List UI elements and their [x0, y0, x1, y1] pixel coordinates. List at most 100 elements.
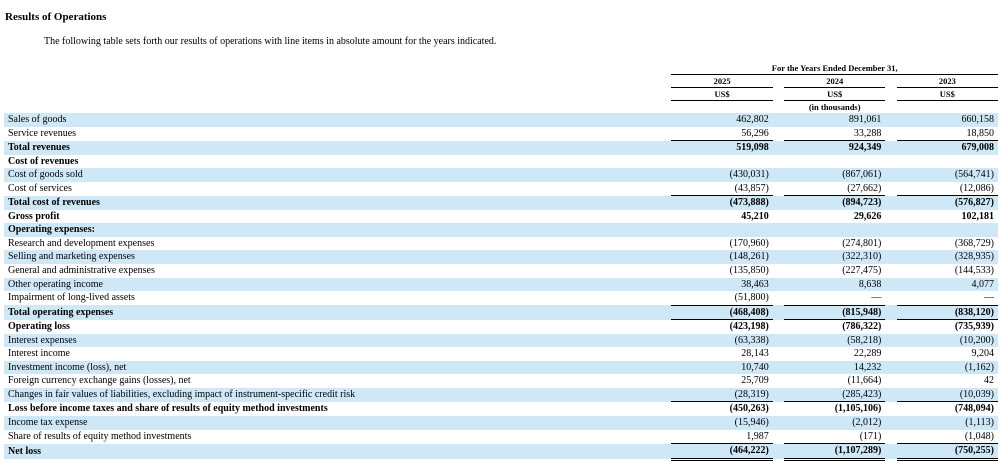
value-2024: (322,310): [784, 250, 886, 265]
row-label: Cost of services: [8, 182, 72, 194]
period-header: For the Years Ended December 31,: [671, 62, 998, 75]
row-label: Total cost of revenues: [4, 195, 672, 210]
value-2024: 8,638: [784, 277, 886, 292]
value-2025: 45,210: [741, 210, 769, 222]
row-label: Changes in fair values of liabilities, e…: [4, 387, 672, 402]
value-2023: 42: [984, 375, 994, 387]
value-2025: (28,319): [671, 387, 773, 402]
value-2025: (430,031): [671, 168, 773, 182]
value-2023: (750,255): [896, 443, 998, 461]
table-row: Sales of goods 462,802 891,061 660,158: [4, 113, 998, 127]
row-label: Operating loss: [8, 320, 70, 332]
row-label: Total revenues: [4, 140, 672, 155]
value-2024: (27,662): [847, 182, 882, 194]
row-label: Gross profit: [8, 210, 60, 222]
row-label: General and administrative expenses: [8, 265, 155, 277]
value-2025: [671, 223, 773, 237]
value-2023: 679,008: [896, 140, 998, 155]
value-2023: (564,741): [896, 168, 998, 182]
table-row: Selling and marketing expenses (148,261) (…: [4, 250, 998, 265]
value-2025: (148,261): [671, 250, 773, 265]
value-2024: (227,475): [842, 265, 882, 277]
table-row: Research and development expenses (170,96…: [4, 237, 998, 251]
value-2025: (135,850): [729, 265, 769, 277]
table-row: Impairment of long-lived assets (51,800) —…: [4, 291, 998, 305]
currency-header-2023: US$: [896, 87, 998, 101]
value-2025: 56,296: [741, 127, 769, 139]
value-2025: (468,408): [671, 304, 773, 320]
intro-paragraph: The following table sets forth our resul…: [44, 36, 497, 47]
value-2023: 4,077: [896, 277, 998, 292]
value-2024: (11,664): [847, 375, 882, 387]
unit-note-row: (in thousands): [4, 101, 998, 114]
table-row: Total cost of revenues (473,888) (894,723)…: [4, 195, 998, 210]
year-header-2024: 2024: [784, 74, 886, 88]
period-header-row: For the Years Ended December 31,: [4, 62, 998, 75]
value-2023: (1,048): [964, 430, 994, 442]
value-2024: (274,801): [842, 237, 882, 249]
value-2025: (43,857): [734, 182, 769, 194]
value-2024: (1,107,289): [784, 443, 886, 461]
section-heading: Results of Operations: [5, 11, 107, 23]
table-row: Income tax expense (15,946) (2,012) (1,113): [4, 416, 998, 430]
value-2024: 33,288: [853, 127, 882, 139]
row-label: Operating expenses:: [4, 223, 672, 237]
value-2025: [671, 155, 772, 169]
value-2024: 14,232: [784, 360, 886, 375]
table-row: Investment income (loss), net 10,740 14,23…: [4, 360, 998, 375]
value-2023: (10,200): [896, 333, 998, 348]
value-2024: (171): [859, 430, 882, 442]
table-row: General and administrative expenses (135,…: [4, 264, 998, 278]
row-label: Research and development expenses: [8, 237, 155, 249]
row-label: Income tax expense: [4, 416, 672, 430]
currency-header-2025: US$: [671, 87, 773, 101]
value-2025: (51,800): [734, 292, 769, 304]
value-2024: (2,012): [784, 416, 886, 430]
year-header-row: 2025 2024 2023: [4, 74, 998, 88]
table-row: Interest income 28,143 22,289 9,204: [4, 347, 998, 361]
year-header-2025: 2025: [671, 74, 773, 88]
year-header-2023: 2023: [896, 74, 998, 88]
table-row: Other operating income 38,463 8,638 4,077: [4, 277, 998, 292]
row-label: Share of results of equity method invest…: [8, 430, 192, 442]
value-2023: 660,158: [896, 113, 998, 127]
row-label: Foreign currency exchange gains (losses)…: [8, 375, 191, 387]
value-2025: 28,143: [741, 348, 769, 360]
table-row: Cost of revenues: [4, 155, 998, 169]
value-2023: (328,935): [896, 250, 998, 265]
value-2024: [784, 223, 886, 237]
value-2023: 18,850: [966, 127, 995, 139]
row-label: Cost of goods sold: [4, 168, 672, 182]
value-2024: (1,105,106): [784, 401, 886, 417]
table-row: Gross profit 45,210 29,626 102,181: [4, 210, 998, 224]
table-row: Operating expenses:: [4, 223, 998, 237]
table-row: Interest expenses (63,338) (58,218) (10,200…: [4, 333, 998, 348]
value-2025: (464,222): [671, 443, 773, 461]
value-2023: 9,204: [971, 348, 995, 360]
value-2025: (450,263): [671, 401, 773, 417]
value-2024: 29,626: [853, 210, 882, 222]
value-2024: (786,322): [784, 319, 886, 334]
value-2025: (63,338): [671, 333, 773, 348]
unit-note: (in thousands): [808, 102, 861, 112]
value-2023: [897, 155, 998, 169]
value-2025: (423,198): [671, 319, 773, 334]
row-label: Loss before income taxes and share of re…: [8, 403, 328, 415]
value-2024: [784, 155, 885, 169]
results-table-body: For the Years Ended December 31, 2025 20…: [4, 62, 998, 461]
table-row: Cost of services (43,857) (27,662) (12,086): [4, 182, 998, 196]
value-2025: 25,709: [741, 375, 769, 387]
value-2023: [896, 223, 998, 237]
table-row: Changes in fair values of liabilities, e…: [4, 387, 998, 402]
table-row: Share of results of equity method invest…: [4, 430, 998, 444]
value-2023: (12,086): [959, 182, 994, 194]
value-2023: (144,533): [954, 265, 994, 277]
row-label: Interest expenses: [4, 333, 672, 348]
row-label: Impairment of long-lived assets: [8, 292, 135, 304]
value-2024: 22,289: [853, 348, 882, 360]
value-2024: (867,061): [784, 168, 886, 182]
row-label: Sales of goods: [4, 113, 672, 127]
row-label: Service revenues: [8, 127, 77, 139]
table-row: Total revenues 519,098 924,349 679,008: [4, 140, 998, 155]
table-row: Total operating expenses (468,408) (815,94…: [4, 304, 998, 320]
